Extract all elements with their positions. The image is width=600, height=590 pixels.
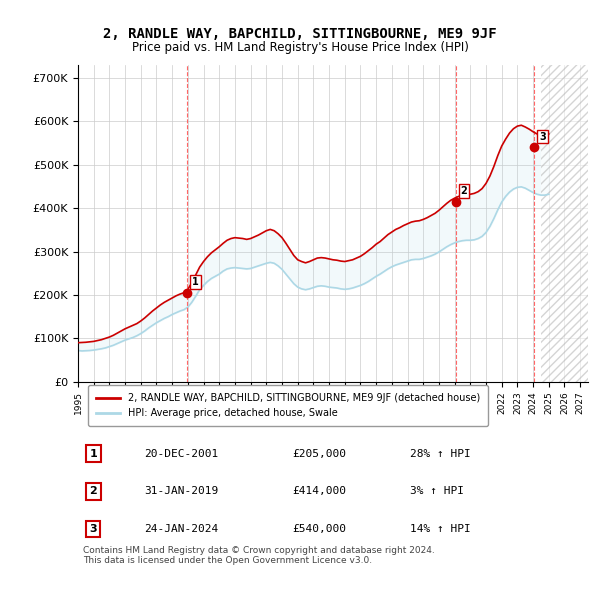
Text: 1: 1 xyxy=(89,448,97,458)
Text: 24-JAN-2024: 24-JAN-2024 xyxy=(145,524,218,534)
Text: 3: 3 xyxy=(89,524,97,534)
Text: Price paid vs. HM Land Registry's House Price Index (HPI): Price paid vs. HM Land Registry's House … xyxy=(131,41,469,54)
Text: 14% ↑ HPI: 14% ↑ HPI xyxy=(409,524,470,534)
Text: 31-JAN-2019: 31-JAN-2019 xyxy=(145,486,218,496)
Legend: 2, RANDLE WAY, BAPCHILD, SITTINGBOURNE, ME9 9JF (detached house), HPI: Average p: 2, RANDLE WAY, BAPCHILD, SITTINGBOURNE, … xyxy=(88,385,488,426)
Text: 28% ↑ HPI: 28% ↑ HPI xyxy=(409,448,470,458)
Text: 1: 1 xyxy=(192,277,199,287)
Text: 2: 2 xyxy=(89,486,97,496)
Bar xyxy=(541,65,588,382)
Text: £205,000: £205,000 xyxy=(292,448,346,458)
Text: 2: 2 xyxy=(461,186,467,196)
Text: £414,000: £414,000 xyxy=(292,486,346,496)
Text: £540,000: £540,000 xyxy=(292,524,346,534)
Text: Contains HM Land Registry data © Crown copyright and database right 2024.
This d: Contains HM Land Registry data © Crown c… xyxy=(83,546,435,565)
Text: 2, RANDLE WAY, BAPCHILD, SITTINGBOURNE, ME9 9JF: 2, RANDLE WAY, BAPCHILD, SITTINGBOURNE, … xyxy=(103,27,497,41)
Text: 3: 3 xyxy=(539,132,545,142)
Text: 3% ↑ HPI: 3% ↑ HPI xyxy=(409,486,464,496)
Text: 20-DEC-2001: 20-DEC-2001 xyxy=(145,448,218,458)
